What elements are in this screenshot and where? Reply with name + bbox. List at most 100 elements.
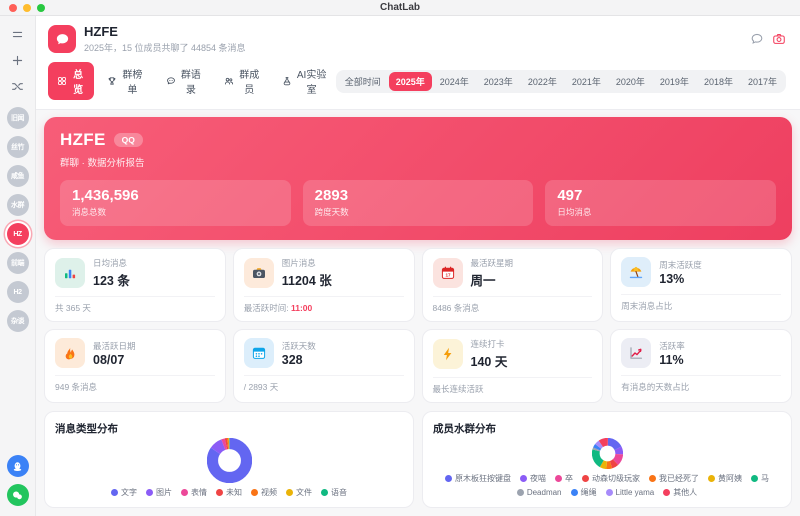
hero-stat-value: 497 bbox=[557, 187, 583, 204]
legend-dot bbox=[321, 489, 328, 496]
legend-dot bbox=[216, 489, 223, 496]
feedback-icon[interactable] bbox=[750, 32, 764, 46]
legend-dot bbox=[251, 489, 258, 496]
section-tabs: 总览 群榜单 群语录 群成员 AI实验室 bbox=[48, 62, 336, 100]
screenshot-camera-icon[interactable] bbox=[772, 32, 786, 46]
stat-card-value: 13% bbox=[659, 271, 685, 286]
charts-row: 消息类型分布 文字 图片 表情 未知 视频 文件 语音 成员水群分布 原木板狂按键盘 夜喵卒动… bbox=[44, 411, 792, 508]
compare-icon bbox=[11, 80, 24, 93]
time-filter-option[interactable]: 2019年 bbox=[653, 72, 696, 91]
hero-stat-value: 1,436,596 bbox=[72, 187, 139, 204]
chart-member-activity: 成员水群分布 原木板狂按键盘 夜喵卒动森切级玩家 我已经死了 黄阿姨马 Deadman 绳… bbox=[422, 411, 792, 508]
stat-card-label: 活跃率 bbox=[659, 340, 685, 351]
stat-card-footer: 8486 条消息 bbox=[432, 296, 593, 314]
tab-quotes[interactable]: 群语录 bbox=[157, 62, 211, 100]
legend-item: 原木板狂按键盘 bbox=[445, 473, 511, 484]
chart-legend: 文字 图片 表情 未知 视频 文件 语音 bbox=[55, 485, 403, 500]
time-filter-option[interactable]: 2021年 bbox=[565, 72, 608, 91]
chart-message-types: 消息类型分布 文字 图片 表情 未知 视频 文件 语音 bbox=[44, 411, 414, 508]
stat-card-value: 08/07 bbox=[93, 352, 125, 367]
sidebar-platform-qq[interactable] bbox=[6, 455, 29, 477]
close-button[interactable] bbox=[9, 3, 17, 12]
chat-bubble-icon bbox=[56, 33, 68, 44]
legend-item: 卒 bbox=[555, 473, 573, 484]
stat-card-value: 328 bbox=[281, 352, 303, 367]
hero-stat-label: 日均消息 bbox=[557, 207, 592, 217]
legend-dot bbox=[582, 475, 589, 482]
stat-card: 活跃率 11% 有消息的天数占比 bbox=[610, 329, 792, 403]
time-filter-option[interactable]: 2017年 bbox=[741, 72, 784, 91]
tab-ranking[interactable]: 群榜单 bbox=[98, 62, 152, 100]
legend-dot bbox=[649, 475, 656, 482]
legend-item: 未知 bbox=[216, 487, 242, 498]
stat-card-value: 11204 张 bbox=[281, 274, 332, 288]
donut-slice bbox=[206, 438, 252, 483]
tab-ai-lab[interactable]: AI实验室 bbox=[273, 62, 335, 100]
platform-badge: QQ bbox=[113, 133, 143, 147]
bar-chart-icon bbox=[55, 258, 85, 288]
legend-item: 其他人 bbox=[663, 487, 697, 498]
qq-icon bbox=[11, 460, 24, 473]
hero-report-card: HZFE QQ 群聊 · 数据分析报告 1,436,596 消息总数 2893 跨度天… bbox=[44, 117, 792, 240]
sidebar-group-avatar[interactable]: H2 bbox=[6, 281, 29, 303]
time-filter-option[interactable]: 2023年 bbox=[477, 72, 520, 91]
menu-icon bbox=[11, 28, 24, 41]
window-titlebar: ChatLab bbox=[0, 0, 800, 16]
sidebar-menu-button[interactable] bbox=[8, 24, 28, 44]
group-avatar bbox=[48, 25, 76, 53]
sidebar-group-avatar[interactable]: 前端 bbox=[6, 252, 29, 274]
minimize-button[interactable] bbox=[23, 3, 31, 12]
stat-card-label: 最活跃日期 bbox=[93, 340, 136, 351]
stat-card-footer: 949 条消息 bbox=[55, 375, 215, 393]
legend-item: 动森切级玩家 bbox=[582, 473, 640, 484]
legend-dot bbox=[445, 475, 452, 482]
donut-slice bbox=[206, 438, 252, 483]
sidebar-group-avatar[interactable]: 咸鱼 bbox=[6, 165, 29, 187]
time-filter-option[interactable]: 2025年 bbox=[388, 71, 432, 91]
time-filter-option[interactable]: 全部时间 bbox=[338, 72, 388, 91]
tab-overview[interactable]: 总览 bbox=[48, 62, 95, 100]
sidebar-group-avatar[interactable]: 丝竹 bbox=[6, 136, 29, 158]
main-area: HZFE 2025年，15 位成员共聊了 44854 条消息 总览 群榜单 群语录群… bbox=[36, 16, 800, 516]
fullscreen-button[interactable] bbox=[37, 3, 45, 12]
legend-dot bbox=[111, 489, 118, 496]
sidebar-compare-button[interactable] bbox=[8, 76, 28, 96]
quote-icon bbox=[166, 76, 176, 86]
donut-slice bbox=[591, 438, 623, 469]
legend-item: Little yama bbox=[605, 487, 654, 498]
sidebar-platform-wechat[interactable] bbox=[6, 484, 29, 506]
legend-item: 文件 bbox=[286, 487, 312, 498]
stat-card-footer: / 2893 天 bbox=[243, 375, 404, 393]
legend-dot bbox=[570, 489, 578, 496]
legend-dot bbox=[181, 489, 188, 496]
sidebar-group-avatar[interactable]: 杂谈 bbox=[6, 310, 29, 332]
sidebar-group-avatar[interactable]: HZ bbox=[6, 223, 29, 245]
time-filter-option[interactable]: 2022年 bbox=[521, 72, 564, 91]
time-filter-option[interactable]: 2018年 bbox=[697, 72, 740, 91]
hero-stat-label: 消息总数 bbox=[72, 207, 107, 217]
calendar-icon: 17 bbox=[432, 258, 463, 288]
camera-photo-icon bbox=[243, 258, 274, 288]
tab-members[interactable]: 群成员 bbox=[215, 62, 269, 100]
legend-item: 马 bbox=[751, 473, 769, 484]
time-filter-option[interactable]: 2020年 bbox=[609, 72, 652, 91]
donut-slice bbox=[591, 438, 623, 469]
time-filter-option[interactable]: 2024年 bbox=[433, 72, 476, 91]
sidebar-group-avatar[interactable]: 旧闻 bbox=[6, 107, 29, 129]
stat-card: 17 最活跃星期 周一 8486 条消息 bbox=[421, 248, 604, 322]
stat-card: 活跃天数 328 / 2893 天 bbox=[232, 329, 415, 403]
sidebar-add-button[interactable] bbox=[8, 50, 28, 70]
stat-card-footer: 最活跃时间: 11:00 bbox=[243, 296, 404, 314]
svg-text:17: 17 bbox=[445, 273, 451, 278]
legend-item: 表情 bbox=[181, 487, 207, 498]
sidebar-group-avatar[interactable]: 水群 bbox=[6, 194, 29, 216]
legend-item: 语音 bbox=[321, 487, 347, 498]
add-icon bbox=[11, 54, 24, 67]
stat-card-grid: 日均消息 123 条 共 365 天 图片消息 11204 张 最活跃时间: 1… bbox=[44, 248, 792, 403]
group-summary: 2025年，15 位成员共聊了 44854 条消息 bbox=[84, 43, 246, 53]
stat-card-label: 日均消息 bbox=[93, 258, 128, 268]
trend-up-icon bbox=[621, 338, 652, 368]
legend-dot bbox=[605, 489, 613, 496]
legend-dot bbox=[663, 489, 671, 496]
